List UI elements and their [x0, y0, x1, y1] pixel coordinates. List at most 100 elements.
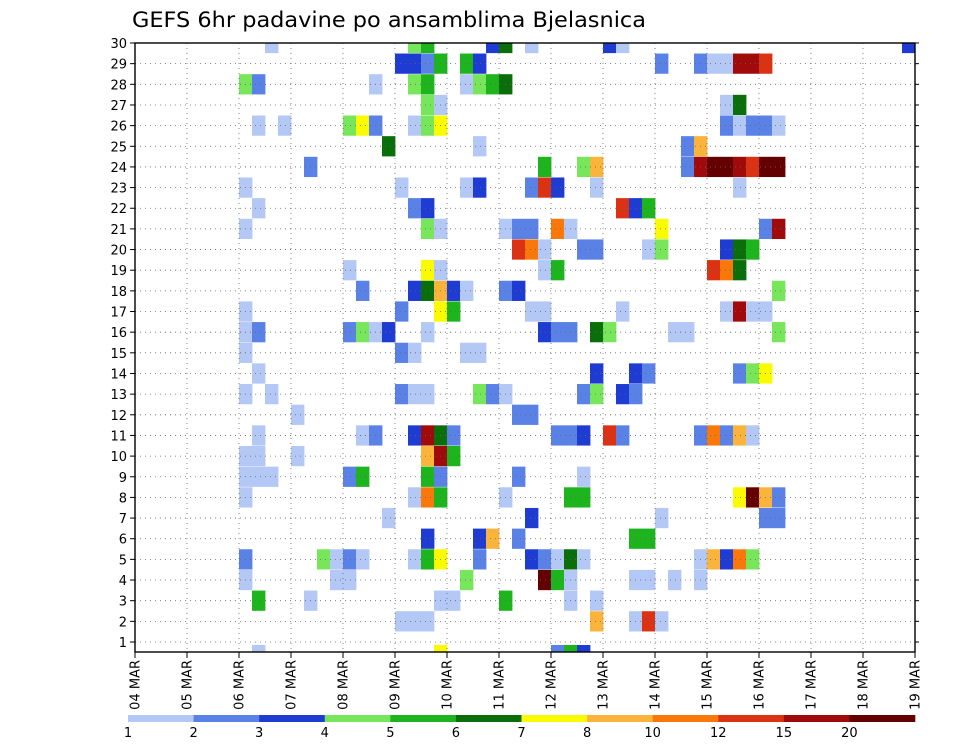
heat-cell [733, 239, 747, 260]
x-tick-label: 11 MAR [493, 660, 508, 710]
heat-cell [252, 466, 266, 487]
heat-cell [655, 507, 669, 529]
heat-cell [551, 549, 565, 570]
heat-cell [681, 156, 695, 178]
heat-cell [616, 301, 630, 322]
heat-cell [408, 115, 422, 136]
legend-label: 20 [841, 726, 858, 741]
heat-cell [616, 43, 630, 54]
heat-cell [356, 115, 370, 136]
heat-cell [746, 363, 760, 384]
heat-cell [642, 239, 656, 260]
heat-cell [512, 218, 526, 240]
heat-cell [525, 43, 539, 54]
x-tick-label: 05 MAR [181, 660, 196, 710]
heat-cell [538, 177, 552, 198]
heat-cell [551, 425, 565, 446]
heat-cell [538, 569, 552, 591]
heat-cell [512, 528, 526, 549]
heat-cell [356, 425, 370, 446]
y-tick-label: 17 [110, 306, 127, 321]
y-tick-label: 2 [119, 615, 127, 630]
heat-cell [733, 363, 747, 384]
heat-cell [460, 569, 474, 591]
heat-cell [460, 342, 474, 363]
legend-label: 10 [644, 726, 661, 741]
heat-cell [772, 280, 786, 301]
y-tick-label: 8 [119, 491, 127, 506]
heat-cell [408, 43, 422, 54]
heat-cell [538, 156, 552, 178]
legend-swatch [849, 715, 916, 722]
heat-cell [720, 115, 734, 136]
heat-cell [668, 569, 682, 591]
heat-cell [733, 549, 747, 570]
heat-cell [447, 301, 461, 322]
heat-cell [343, 569, 357, 591]
heat-cell [330, 549, 344, 570]
x-tick-label: 14 MAR [649, 660, 664, 710]
heat-cell [252, 74, 266, 95]
heat-cell [720, 53, 734, 74]
heat-cell [772, 322, 786, 343]
heat-cell [265, 43, 279, 54]
heat-cell [746, 425, 760, 446]
heat-cell [551, 645, 565, 652]
heat-cell [551, 322, 565, 343]
legend-label: 1 [124, 726, 132, 741]
legend-swatch [128, 715, 194, 722]
heat-cell [460, 280, 474, 301]
legend-label: 6 [452, 726, 460, 741]
legend-label: 12 [710, 726, 727, 741]
heat-cell [642, 363, 656, 384]
heat-cell [473, 528, 487, 549]
heat-cell [512, 466, 526, 487]
heat-cell [486, 528, 500, 549]
heat-cell [343, 322, 357, 343]
heat-cell [525, 177, 539, 198]
y-tick-label: 4 [119, 574, 127, 589]
x-tick-label: 08 MAR [337, 660, 352, 710]
heat-cell [343, 466, 357, 487]
heat-cell [356, 280, 370, 301]
heat-cell [707, 425, 721, 446]
heat-cell [447, 280, 461, 301]
heat-cell [382, 507, 396, 529]
heat-cell [473, 384, 487, 405]
heat-cell [642, 611, 656, 632]
heat-cell [408, 74, 422, 95]
legend-label: 3 [255, 726, 263, 741]
heat-cell [473, 74, 487, 95]
heat-cell [460, 53, 474, 74]
heat-cell [590, 177, 604, 198]
x-tick-label: 12 MAR [545, 660, 560, 710]
y-tick-label: 22 [110, 202, 127, 217]
heat-cell [642, 569, 656, 591]
heat-cell [408, 384, 422, 405]
heat-cell [395, 177, 409, 198]
heat-cell [317, 549, 331, 570]
heat-cell [733, 94, 747, 116]
heat-cell [356, 322, 370, 343]
heat-cell [265, 384, 279, 405]
x-tick-label: 04 MAR [129, 660, 144, 710]
heat-cell [707, 260, 721, 281]
x-tick-label: 10 MAR [441, 660, 456, 710]
heat-cell [655, 218, 669, 240]
heat-cell [356, 466, 370, 487]
y-tick-label: 6 [119, 533, 127, 548]
heat-cell [382, 322, 396, 343]
y-tick-label: 30 [110, 37, 127, 52]
heat-cell [590, 611, 604, 632]
heat-cell [655, 53, 669, 74]
heat-cell [421, 218, 435, 240]
heat-cell [551, 260, 565, 281]
heat-cell [902, 43, 916, 54]
y-tick-label: 14 [110, 367, 127, 382]
legend-label: 4 [321, 726, 329, 741]
x-tick-label: 18 MAR [857, 660, 872, 710]
y-tick-label: 11 [110, 429, 127, 444]
heat-cell [486, 43, 500, 54]
heat-cell [616, 384, 630, 405]
y-tick-label: 23 [110, 182, 127, 197]
